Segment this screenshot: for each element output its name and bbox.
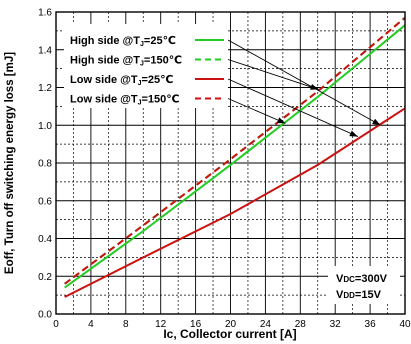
legend-label-2: High side @TJ=150℃ [70,55,182,68]
series-line-4 [64,16,406,285]
x-tick-label: 24 [260,319,272,330]
y-tick-label: 1.0 [38,121,52,132]
arrow-line-4 [227,98,286,124]
arrow-head-1 [372,118,381,126]
x-tick-label: 20 [225,319,237,330]
x-tick-label: 28 [295,319,307,330]
x-tick-label: 0 [53,319,59,330]
grid [56,12,405,314]
x-tick-label: 32 [330,319,342,330]
arrow-line-2 [227,59,319,90]
y-tick-label: 0.8 [38,159,52,170]
arrow-layer [227,39,381,137]
x-tick-label: 12 [155,319,167,330]
x-tick-label: 16 [190,319,202,330]
x-tick-label: 36 [365,319,377,330]
y-tick-label: 1.6 [38,8,52,19]
y-tick-label: 0.2 [38,272,52,283]
condition-box [328,266,400,304]
series-line-1 [64,24,406,289]
x-tick-label: 8 [123,319,129,330]
legend-label-3: Low side @TJ=25℃ [70,74,173,87]
y-tick-label: 1.2 [38,83,52,94]
arrow-line-1 [227,39,381,126]
arrow-head-4 [276,117,286,124]
vdd-annotation: VDD=15V [336,289,382,301]
arrow-head-2 [310,84,319,90]
y-tick-label: 0.6 [38,196,52,207]
x-tick-label: 40 [399,319,411,330]
y-tick-label: 0.4 [38,234,52,245]
arrow-line-3 [227,78,359,137]
series-layer [64,16,406,298]
arrow-head-3 [349,130,358,137]
x-axis-ticks: 0 4 8 12 16 20 24 28 32 36 40 [53,319,411,330]
series-line-3 [64,107,406,298]
vdc-annotation: VDC=300V [336,273,388,285]
y-axis-ticks: 0.0 0.2 0.4 0.6 0.8 1.0 1.2 1.4 1.6 [38,8,52,321]
condition-annotation: VDC=300V VDD=15V [328,266,400,304]
legend-label-4: Low side @TJ=150℃ [70,94,180,107]
y-tick-label: 0.0 [38,310,52,321]
y-tick-label: 1.4 [38,45,52,56]
x-axis-label: Ic, Collector current [A] [163,327,296,341]
legend-box [64,24,228,108]
x-tick-label: 4 [88,319,94,330]
legend-label-1: High side @TJ=25℃ [70,35,176,48]
plot-frame [55,11,406,315]
y-axis-label: Eoff, Turn off switching energy loss [mJ… [4,52,16,274]
legend: High side @TJ=25℃ High side @TJ=150℃ Low s… [64,24,228,108]
